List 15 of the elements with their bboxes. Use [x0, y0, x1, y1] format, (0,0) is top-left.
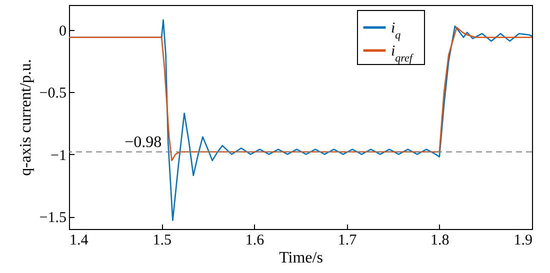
x-tick-label: 1.4	[70, 232, 89, 248]
y-tick-label: 0	[59, 23, 66, 40]
y-axis-title: q-axis current/p.u.	[17, 59, 34, 176]
x-axis-title: Time/s	[279, 250, 323, 266]
x-tick-label: 1.9	[514, 232, 532, 248]
legend-label: i$_{q}$	[391, 20, 402, 42]
y-tick-label: −0.5	[39, 86, 66, 102]
y-tick-label: −1.5	[39, 210, 66, 226]
x-tick-label: 1.8	[430, 232, 450, 248]
legend-label: i$_{qref}$	[391, 44, 414, 64]
x-tick-label: 1.6	[245, 232, 265, 248]
y-tick-label: −1	[50, 148, 66, 164]
ref-line-label: −0.98	[124, 134, 162, 151]
x-tick-label: 1.5	[152, 232, 172, 248]
x-tick-label: 1.7	[338, 232, 358, 248]
